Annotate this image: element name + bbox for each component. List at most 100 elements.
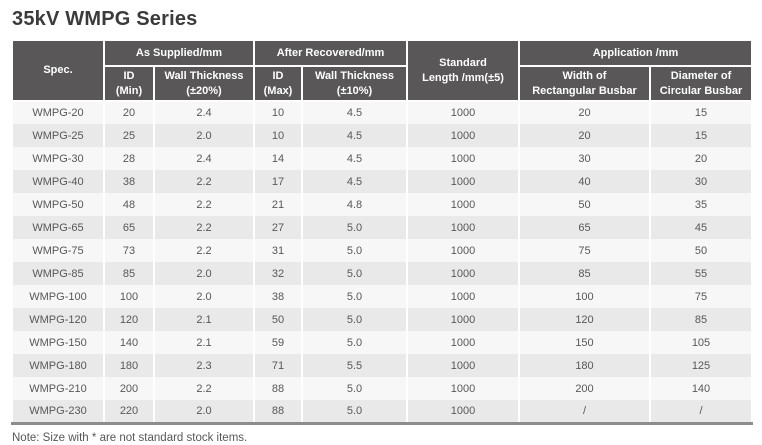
header-width-rectangular-busbar: Width of Rectangular Busbar — [518, 65, 651, 102]
table-row: WMPG-100 100 2.0 38 5.0 1000 100 75 — [11, 285, 753, 308]
value-cell: 50 — [253, 308, 303, 331]
header-group-as-supplied: As Supplied/mm — [103, 39, 255, 67]
spec-cell: WMPG-20 — [11, 101, 105, 124]
header-wall-thickness-10: Wall Thickness (±10%) — [301, 65, 408, 102]
value-cell: 1000 — [406, 331, 520, 354]
value-cell: 85 — [103, 262, 155, 285]
value-cell: 2.0 — [153, 400, 255, 425]
table-row: WMPG-180 180 2.3 71 5.5 1000 180 125 — [11, 354, 753, 377]
header-id-min: ID (Min) — [103, 65, 155, 102]
value-cell: 31 — [253, 239, 303, 262]
page-title: 35kV WMPG Series — [12, 8, 198, 30]
value-cell: 5.0 — [301, 262, 408, 285]
value-cell: 88 — [253, 400, 303, 425]
table-row: WMPG-50 48 2.2 21 4.8 1000 50 35 — [11, 193, 753, 216]
value-cell: 2.1 — [153, 308, 255, 331]
value-cell: 85 — [649, 308, 753, 331]
value-cell: 2.2 — [153, 377, 255, 400]
value-cell: 65 — [103, 216, 155, 239]
value-cell: 220 — [103, 400, 155, 425]
value-cell: 10 — [253, 124, 303, 147]
value-cell: 150 — [518, 331, 651, 354]
value-cell: 5.5 — [301, 354, 408, 377]
wmpg-series-table: Spec. As Supplied/mm After Recovered/mm … — [11, 39, 753, 425]
value-cell: 2.0 — [153, 285, 255, 308]
value-cell: 2.2 — [153, 193, 255, 216]
value-cell: 45 — [649, 216, 753, 239]
value-cell: 28 — [103, 147, 155, 170]
table-row: WMPG-150 140 2.1 59 5.0 1000 150 105 — [11, 331, 753, 354]
spec-cell: WMPG-230 — [11, 400, 105, 425]
value-cell: 180 — [518, 354, 651, 377]
header-group-application: Application /mm — [518, 39, 753, 67]
value-cell: 120 — [518, 308, 651, 331]
value-cell: 10 — [253, 101, 303, 124]
value-cell: 25 — [103, 124, 155, 147]
footnote: Note: Size with * are not standard stock… — [12, 431, 248, 444]
table-body: WMPG-20 20 2.4 10 4.5 1000 20 15 WMPG-25 25 2.0 10 4… — [11, 101, 753, 425]
value-cell: 120 — [103, 308, 155, 331]
value-cell: 100 — [103, 285, 155, 308]
value-cell: 1000 — [406, 147, 520, 170]
value-cell: 27 — [253, 216, 303, 239]
value-cell: 40 — [518, 170, 651, 193]
header-spec: Spec. — [11, 39, 105, 102]
value-cell: 1000 — [406, 354, 520, 377]
spec-cell: WMPG-150 — [11, 331, 105, 354]
value-cell: 2.4 — [153, 147, 255, 170]
spec-cell: WMPG-25 — [11, 124, 105, 147]
value-cell: 1000 — [406, 262, 520, 285]
value-cell: 30 — [518, 147, 651, 170]
value-cell: 30 — [649, 170, 753, 193]
value-cell: 55 — [649, 262, 753, 285]
value-cell: 4.5 — [301, 170, 408, 193]
value-cell: 85 — [518, 262, 651, 285]
value-cell: / — [649, 400, 753, 425]
value-cell: 20 — [649, 147, 753, 170]
header-group-after-recovered: After Recovered/mm — [253, 39, 408, 67]
value-cell: 5.0 — [301, 216, 408, 239]
table-row: WMPG-85 85 2.0 32 5.0 1000 85 55 — [11, 262, 753, 285]
value-cell: 2.2 — [153, 170, 255, 193]
spec-cell: WMPG-30 — [11, 147, 105, 170]
spec-cell: WMPG-40 — [11, 170, 105, 193]
value-cell: 4.5 — [301, 124, 408, 147]
table-row: WMPG-75 73 2.2 31 5.0 1000 75 50 — [11, 239, 753, 262]
value-cell: 38 — [103, 170, 155, 193]
value-cell: 35 — [649, 193, 753, 216]
value-cell: 2.0 — [153, 124, 255, 147]
spec-cell: WMPG-65 — [11, 216, 105, 239]
value-cell: 1000 — [406, 216, 520, 239]
value-cell: 88 — [253, 377, 303, 400]
value-cell: 4.5 — [301, 101, 408, 124]
value-cell: 50 — [518, 193, 651, 216]
table-row: WMPG-230 220 2.0 88 5.0 1000// — [11, 400, 753, 425]
value-cell: 1000 — [406, 400, 520, 425]
spec-cell: WMPG-50 — [11, 193, 105, 216]
header-standard-length: Standard Length /mm(±5) — [406, 39, 520, 102]
value-cell: 1000 — [406, 308, 520, 331]
value-cell: 200 — [518, 377, 651, 400]
table-row: WMPG-25 25 2.0 10 4.5 1000 20 15 — [11, 124, 753, 147]
value-cell: 20 — [518, 124, 651, 147]
value-cell: 14 — [253, 147, 303, 170]
value-cell: 125 — [649, 354, 753, 377]
value-cell: 100 — [518, 285, 651, 308]
table-row: WMPG-40 38 2.2 17 4.5 1000 40 30 — [11, 170, 753, 193]
value-cell: 180 — [103, 354, 155, 377]
value-cell: 1000 — [406, 239, 520, 262]
value-cell: 1000 — [406, 170, 520, 193]
value-cell: 38 — [253, 285, 303, 308]
value-cell: 75 — [518, 239, 651, 262]
value-cell: 1000 — [406, 124, 520, 147]
value-cell: 21 — [253, 193, 303, 216]
value-cell: 59 — [253, 331, 303, 354]
value-cell: 1000 — [406, 101, 520, 124]
spec-cell: WMPG-180 — [11, 354, 105, 377]
value-cell: 32 — [253, 262, 303, 285]
table-row: WMPG-65 65 2.2 27 5.0 1000 65 45 — [11, 216, 753, 239]
table-row: WMPG-210 200 2.2 88 5.0 1000 200 140 — [11, 377, 753, 400]
value-cell: 5.0 — [301, 285, 408, 308]
value-cell: 20 — [103, 101, 155, 124]
spec-cell: WMPG-85 — [11, 262, 105, 285]
